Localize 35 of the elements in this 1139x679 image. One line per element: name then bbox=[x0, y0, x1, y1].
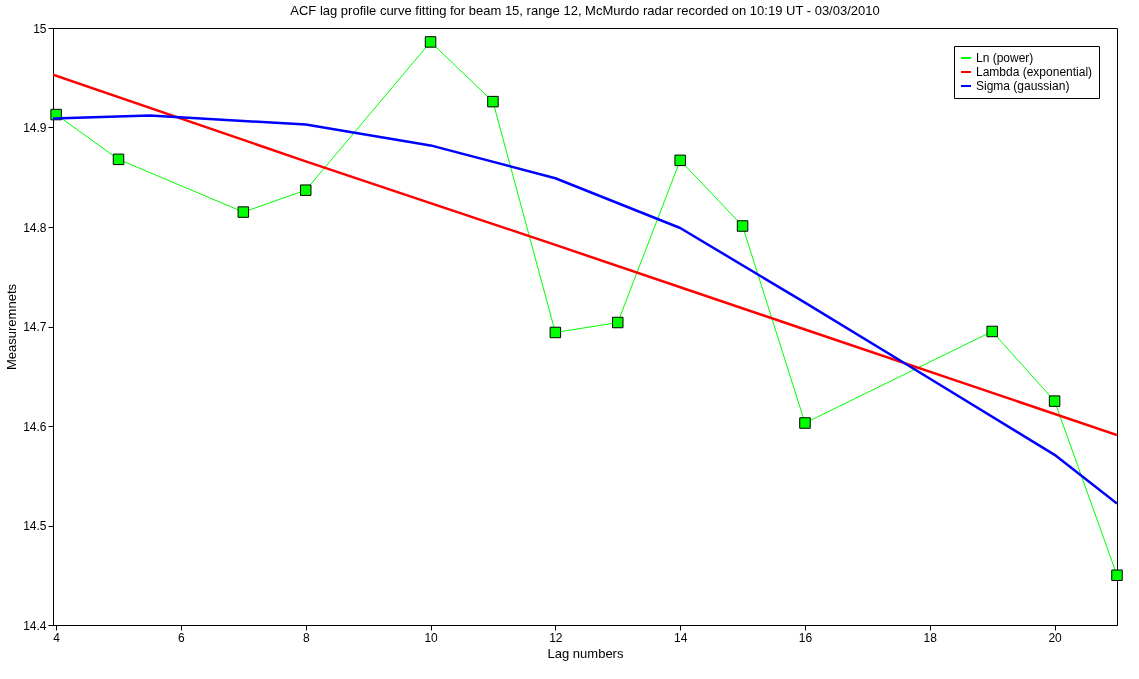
point bbox=[424, 36, 437, 48]
x-axis-title: Lag numbers bbox=[547, 645, 624, 661]
y-tick-label: 14.4 bbox=[23, 618, 47, 633]
x-tick-label: 12 bbox=[549, 630, 563, 645]
legend-label: Lambda (exponential) bbox=[976, 65, 1093, 79]
x-tick-label: 16 bbox=[798, 630, 813, 645]
point bbox=[799, 417, 811, 429]
chart-title: ACF lag profile curve fitting for beam 15, range 12, McMurdo radar recorded on 10:19 UT - 03/03/2010 bbox=[290, 3, 880, 18]
legend-label: Ln (power) bbox=[976, 51, 1034, 65]
y-tick-label: 14.7 bbox=[23, 320, 47, 334]
y-tick-label: 14.6 bbox=[23, 419, 47, 434]
point bbox=[986, 325, 998, 338]
point bbox=[1048, 395, 1061, 407]
legend-label: Sigma (gaussian) bbox=[976, 79, 1070, 93]
x-tick-label: 6 bbox=[178, 630, 186, 645]
point bbox=[674, 154, 686, 167]
y-tick-label: 14.9 bbox=[23, 121, 47, 135]
x-tick-label: 20 bbox=[1048, 630, 1063, 645]
point bbox=[736, 220, 749, 232]
point bbox=[1111, 569, 1123, 581]
y-axis-title: Measuremnets bbox=[4, 283, 20, 370]
y-tick-label: 15 bbox=[33, 21, 47, 36]
point bbox=[487, 95, 499, 108]
x-tick-label: 10 bbox=[424, 630, 439, 645]
y-tick-label: 14.5 bbox=[23, 519, 47, 533]
point bbox=[612, 316, 624, 329]
point bbox=[299, 184, 312, 196]
y-tick-label: 14.8 bbox=[23, 220, 47, 235]
x-tick-label: 8 bbox=[302, 630, 310, 645]
x-tick-label: 14 bbox=[673, 630, 688, 645]
point bbox=[549, 326, 562, 339]
point bbox=[112, 153, 125, 166]
point bbox=[237, 206, 250, 218]
x-tick-label: 18 bbox=[923, 630, 938, 645]
x-tick-label: 4 bbox=[53, 630, 61, 645]
